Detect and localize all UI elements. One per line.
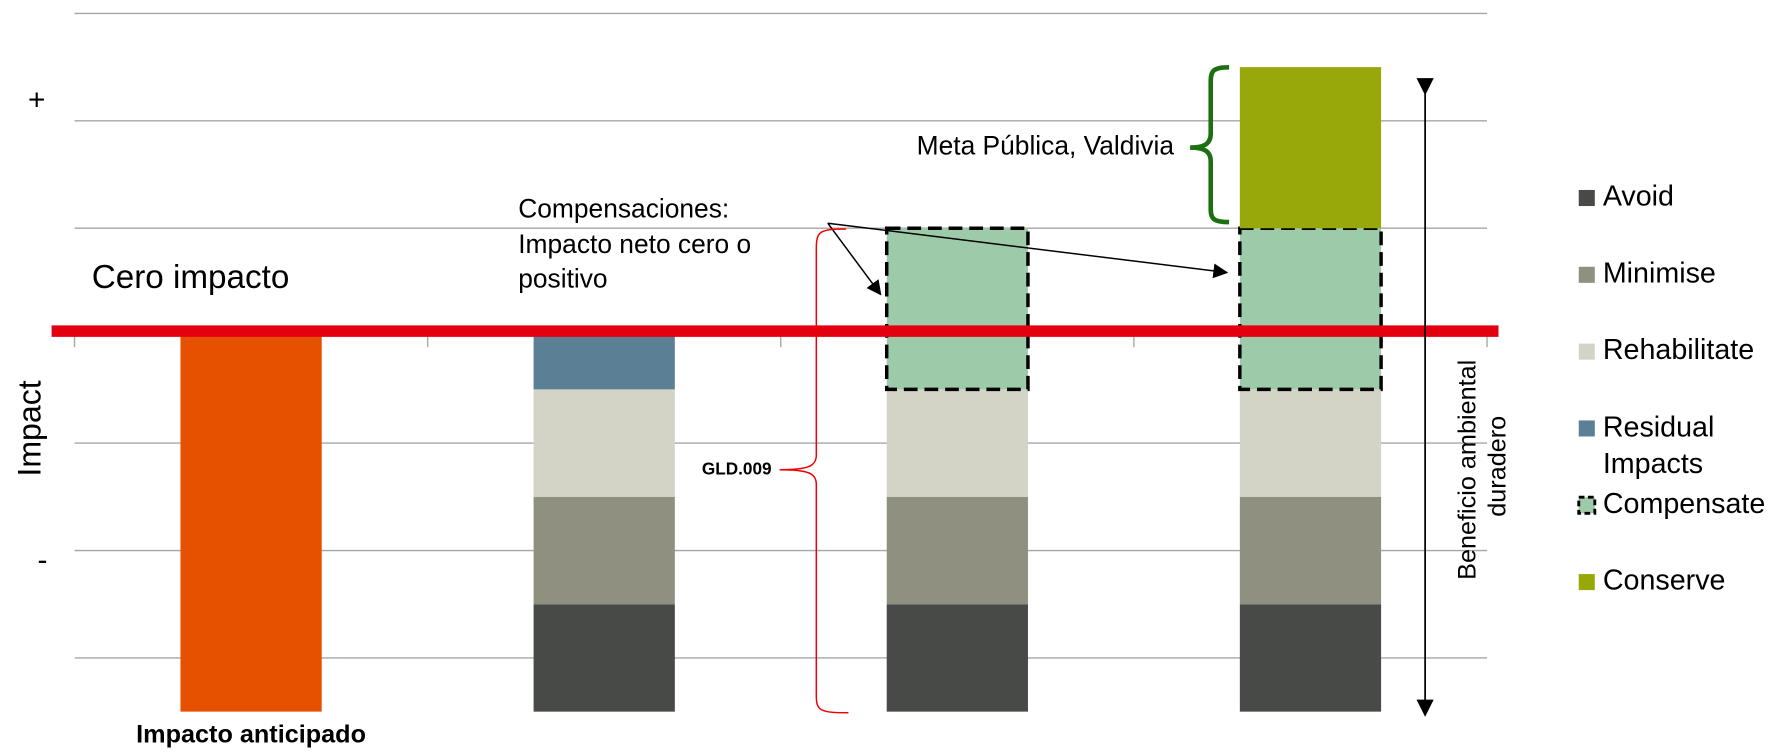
benefit-label: Beneficio ambiental duradero	[1453, 353, 1511, 580]
note-line: positivo	[518, 264, 607, 294]
bar-segment	[1239, 604, 1382, 712]
bar-segment	[533, 389, 675, 497]
bar-segment	[886, 496, 1028, 605]
legend-label: Avoid	[1603, 181, 1674, 213]
legend-swatch	[1577, 495, 1597, 515]
arrow	[827, 222, 1229, 279]
offsets-note: Compensaciones: Impacto neto cero o posi…	[518, 194, 758, 294]
bar-segment	[1238, 226, 1383, 392]
legend-label: Residual Impacts	[1603, 411, 1715, 480]
bar-segment	[1239, 496, 1382, 605]
zero-label: Cero impacto	[92, 259, 290, 296]
minus-label: -	[37, 543, 47, 576]
y-axis-label: Impact	[12, 380, 48, 476]
green-brace	[1190, 65, 1230, 225]
bar-segment	[884, 226, 1030, 392]
note-line: Compensaciones:	[518, 194, 729, 224]
legend: Avoid Minimise Rehabilitate Residual Impacts…	[1577, 181, 1765, 597]
benefit-line: duradero	[1483, 416, 1511, 517]
legend-label-line: Impacts	[1603, 448, 1703, 480]
benefit-line: Beneficio ambiental	[1453, 360, 1481, 580]
legend-swatch	[1578, 574, 1595, 591]
legend-label-line: Residual	[1603, 411, 1715, 443]
bar-segment	[1239, 67, 1382, 229]
legend-swatch	[1578, 266, 1595, 283]
red-brace	[779, 228, 849, 714]
legend-label: Rehabilitate	[1603, 334, 1754, 366]
bar-segment	[886, 389, 1028, 497]
bars: Impacto anticipado	[136, 67, 1383, 748]
bar-segment	[180, 335, 322, 712]
bar-segment	[1239, 389, 1382, 497]
bar-segment	[533, 496, 675, 605]
legend-label: Conserve	[1603, 565, 1726, 597]
plus-label: +	[28, 84, 45, 117]
legend-swatch	[1578, 420, 1595, 437]
legend-swatch	[1578, 189, 1595, 207]
legend-label: Compensate	[1603, 488, 1765, 520]
legend-label: Minimise	[1603, 257, 1716, 289]
category-label: Impacto anticipado	[136, 720, 366, 748]
legend-swatch	[1578, 343, 1595, 360]
note-line: Impacto neto cero o	[518, 229, 751, 259]
bar-segment	[886, 604, 1028, 712]
goal-label: Meta Pública, Valdivia	[917, 131, 1175, 161]
bar-segment	[533, 335, 675, 390]
bar-segment	[533, 604, 675, 712]
arrow	[827, 222, 882, 296]
ref-label: GLD.009	[702, 458, 772, 478]
